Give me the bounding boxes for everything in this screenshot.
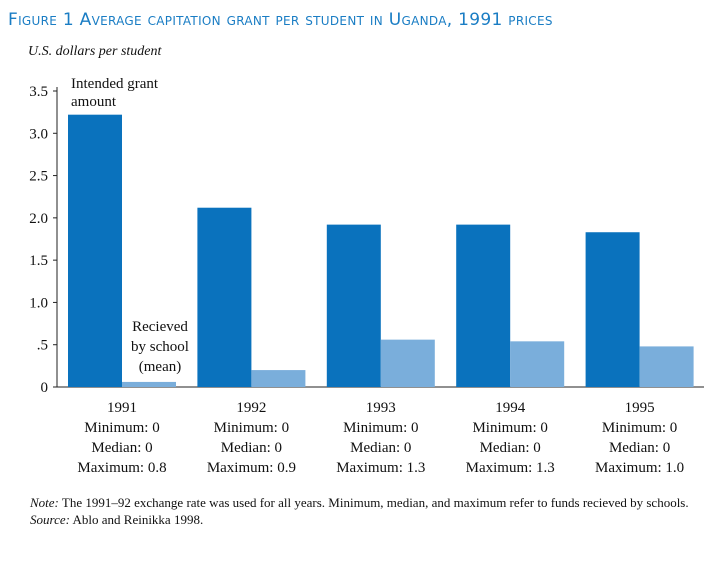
series-label-received: by school: [131, 339, 189, 355]
bar-intended-1995: [585, 232, 640, 387]
x-category-detail: Maximum: 1.3: [336, 460, 425, 476]
x-category-detail: Maximum: 0.8: [77, 460, 166, 476]
x-category-label: 1991: [107, 400, 137, 416]
y-axis-unit-label: U.S. dollars per student: [28, 44, 162, 59]
series-label-intended: Intended grant: [71, 76, 159, 92]
bar-received-1992: [251, 370, 306, 387]
y-tick-label: 3.0: [29, 126, 48, 142]
x-category-label: 1995: [625, 400, 655, 416]
bar-intended-1994: [456, 224, 511, 387]
bar-received-1994: [510, 341, 565, 387]
x-category-detail: Minimum: 0: [602, 420, 677, 436]
x-category-detail: Maximum: 1.3: [466, 460, 555, 476]
x-category-label: 1994: [495, 400, 526, 416]
x-category-label: 1992: [236, 400, 266, 416]
x-category-detail: Median: 0: [609, 440, 670, 456]
note-label: Note:: [30, 495, 59, 510]
y-tick-label: 2.0: [29, 211, 48, 227]
series-label-intended: amount: [71, 94, 117, 110]
x-category-detail: Minimum: 0: [472, 420, 547, 436]
y-tick-label: 1.5: [29, 253, 48, 269]
x-category-detail: Minimum: 0: [343, 420, 418, 436]
x-category-detail: Median: 0: [221, 440, 282, 456]
y-tick-label: 2.5: [29, 169, 48, 185]
bar-intended-1991: [68, 114, 122, 388]
x-category-detail: Maximum: 0.9: [207, 460, 296, 476]
source-text: Ablo and Reinikka 1998.: [72, 512, 204, 527]
series-label-received: Recieved: [132, 319, 188, 335]
note-text: The 1991–92 exchange rate was used for a…: [61, 495, 689, 510]
note-line: Note: The 1991–92 exchange rate was used…: [30, 494, 710, 511]
y-tick-label: 0: [41, 380, 49, 396]
x-category-detail: Median: 0: [480, 440, 541, 456]
source-line: Source: Ablo and Reinikka 1998.: [30, 511, 710, 528]
bar-intended-1993: [326, 224, 381, 387]
chart-notes: Note: The 1991–92 exchange rate was used…: [30, 494, 710, 528]
x-category-detail: Median: 0: [350, 440, 411, 456]
source-label: Source:: [30, 512, 70, 527]
bar-intended-1992: [197, 207, 252, 387]
bar-received-1993: [380, 339, 435, 387]
x-category-detail: Median: 0: [91, 440, 152, 456]
x-category-detail: Minimum: 0: [214, 420, 289, 436]
y-tick-label: 1.0: [29, 295, 48, 311]
x-category-label: 1993: [366, 400, 396, 416]
chart-title: Figure 1 Average capitation grant per st…: [8, 10, 553, 30]
bar-received-1991: [122, 381, 176, 387]
series-label-received: (mean): [139, 359, 181, 375]
x-category-detail: Maximum: 1.0: [595, 460, 684, 476]
bar-received-1995: [639, 346, 694, 387]
y-tick-label: 3.5: [29, 84, 48, 100]
x-category-detail: Minimum: 0: [84, 420, 159, 436]
y-tick-label: .5: [37, 338, 48, 354]
